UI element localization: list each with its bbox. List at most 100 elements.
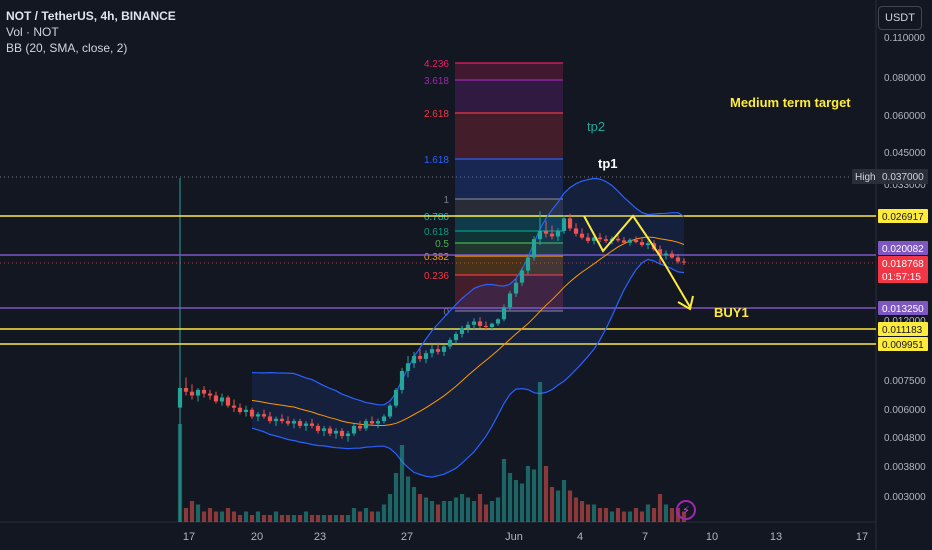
candle-body xyxy=(273,418,279,422)
volume-bar xyxy=(609,511,615,522)
fib-zone xyxy=(455,256,563,275)
volume-bar xyxy=(603,508,609,522)
chart-legend: NOT / TetherUS, 4h, BINANCE Vol · NOT BB… xyxy=(6,8,176,56)
volume-bar xyxy=(363,508,369,522)
candle-body xyxy=(267,416,273,422)
candle-body xyxy=(399,371,405,390)
candle-body xyxy=(243,409,249,412)
price-label-box xyxy=(878,169,928,184)
volume-bar xyxy=(423,497,429,522)
volume-bar xyxy=(657,494,663,522)
bollinger-basis xyxy=(251,236,685,426)
volume-bar xyxy=(507,473,513,522)
candle-body xyxy=(261,414,267,417)
zigzag-projection[interactable] xyxy=(583,214,691,308)
volume-bar xyxy=(591,504,597,522)
currency-button[interactable]: USDT xyxy=(878,6,922,30)
candle-body xyxy=(297,421,303,426)
bollinger-indicator-label[interactable]: BB (20, SMA, close, 2) xyxy=(6,41,128,55)
x-tick-label: 4 xyxy=(577,531,583,543)
y-tick-label: 0.006000 xyxy=(884,405,926,416)
fib-level-label: 2.618 xyxy=(424,109,449,120)
x-tick-label: Jun xyxy=(505,531,523,543)
fib-level-label: 0.786 xyxy=(424,212,449,223)
volume-bar xyxy=(405,476,411,522)
candle-body xyxy=(489,323,495,327)
price-label-box xyxy=(878,337,928,351)
volume-bar xyxy=(639,511,645,522)
fib-level-label: 0.382 xyxy=(424,252,449,263)
chart-annotation[interactable]: Medium term target xyxy=(730,95,851,110)
volume-bar xyxy=(477,494,483,522)
fib-level-label: 0 xyxy=(443,307,449,318)
candle-body xyxy=(417,356,423,359)
candle-body xyxy=(321,428,327,431)
price-label-box xyxy=(878,241,928,255)
candle-body xyxy=(645,243,651,246)
price-label-text: 0.011183 xyxy=(882,325,923,336)
volume-bar xyxy=(225,508,231,522)
volume-bar xyxy=(489,501,495,522)
volume-bar xyxy=(453,497,459,522)
price-label-text: 0.037000 xyxy=(882,172,924,183)
volume-bar xyxy=(369,511,375,522)
candle-body xyxy=(315,425,321,431)
volume-indicator-label[interactable]: Vol · NOT xyxy=(6,25,59,39)
volume-bar xyxy=(381,504,387,522)
volume-bar xyxy=(447,501,453,522)
volume-bar xyxy=(177,424,183,522)
volume-bar xyxy=(357,511,363,522)
candle-body xyxy=(579,233,585,238)
volume-bar xyxy=(549,487,555,522)
volume-bar xyxy=(339,515,345,522)
fib-level-label: 1.618 xyxy=(424,155,449,166)
candle-body xyxy=(333,430,339,434)
candle-body xyxy=(495,319,501,324)
y-tick-label: 0.110000 xyxy=(884,33,925,44)
chart-annotation[interactable]: tp2 xyxy=(587,119,605,134)
volume-bar xyxy=(321,515,327,522)
volume-bar xyxy=(243,511,249,522)
price-label-box xyxy=(878,269,928,283)
candle-body xyxy=(537,231,543,240)
price-label-text: 0.013250 xyxy=(882,304,924,315)
volume-bar xyxy=(543,466,549,522)
candle-body xyxy=(393,389,399,406)
y-tick-label: 0.003000 xyxy=(884,492,926,503)
volume-bar xyxy=(519,483,525,522)
price-label-text: 0.009951 xyxy=(882,340,924,351)
lightning-icon[interactable]: ⚡ xyxy=(676,500,696,520)
volume-bar xyxy=(231,511,237,522)
volume-bar xyxy=(255,511,261,522)
symbol-title[interactable]: NOT / TetherUS, 4h, BINANCE xyxy=(6,9,176,23)
candle-body xyxy=(477,321,483,326)
candle-body xyxy=(279,418,285,422)
price-label-text: 0.018768 xyxy=(882,259,924,270)
candle-body xyxy=(213,395,219,402)
candle-body xyxy=(531,239,537,258)
candle-body xyxy=(525,257,531,271)
volume-bar xyxy=(345,515,351,522)
price-label-text: 0.020082 xyxy=(882,244,924,255)
candle-body xyxy=(669,253,675,258)
volume-bar xyxy=(597,508,603,522)
arrow-head xyxy=(677,295,694,311)
volume-bar xyxy=(513,480,519,522)
volume-bar xyxy=(219,511,225,522)
price-label-box xyxy=(878,322,928,336)
fib-level-label: 1 xyxy=(443,195,449,206)
volume-bar xyxy=(555,490,561,522)
candle-body xyxy=(189,391,195,396)
volume-bar xyxy=(285,515,291,522)
bollinger-lower-band xyxy=(251,258,685,478)
candle-body xyxy=(561,218,567,231)
x-tick-label: 20 xyxy=(251,531,263,543)
chart-annotation[interactable]: tp1 xyxy=(598,156,618,171)
chart-annotation[interactable]: BUY1 xyxy=(714,305,749,320)
fib-level-label: 0.5 xyxy=(435,239,449,250)
volume-bar xyxy=(207,508,213,522)
candle-body xyxy=(237,407,243,412)
candle-body xyxy=(447,340,453,347)
volume-bar xyxy=(201,511,207,522)
